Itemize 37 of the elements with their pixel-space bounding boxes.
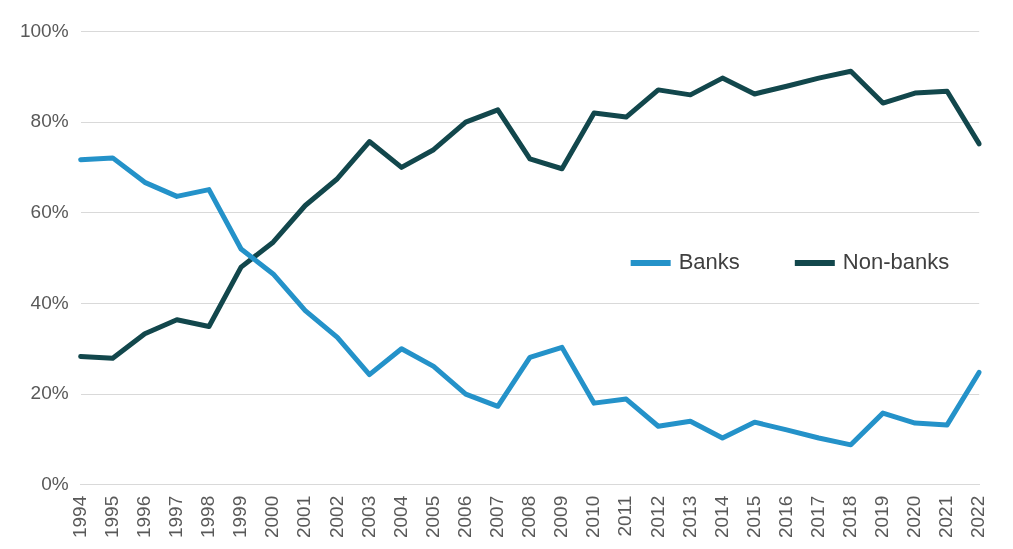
x-tick-label: 2006 [453,495,475,539]
x-tick-label: 1996 [133,495,155,539]
x-tick-label: 2003 [357,495,379,539]
x-tick-label: 2018 [839,495,861,539]
legend-label: Banks [678,249,740,275]
x-tick-label: 2019 [871,495,893,539]
x-tick-label: 2021 [935,495,957,539]
x-tick-label: 2005 [421,495,443,539]
x-tick-label: 2011 [614,495,636,537]
x-tick-label: 1997 [165,495,187,539]
y-tick-label: 20% [30,382,69,404]
x-tick-label: 2016 [774,495,796,539]
legend-label: Non-banks [842,249,950,275]
x-tick-label: 2015 [742,495,764,539]
x-tick-label: 1995 [100,495,122,539]
x-tick-label: 2020 [903,495,925,539]
x-tick-label: 2010 [582,495,604,539]
x-tick-label: 2017 [806,495,828,539]
y-tick-label: 100% [19,19,69,41]
x-tick-label: 2012 [646,495,668,539]
x-tick-label: 2009 [550,495,572,539]
x-tick-label: 2022 [967,495,989,539]
y-tick-label: 60% [30,200,69,222]
x-tick-label: 2000 [261,495,283,539]
y-tick-label: 40% [30,291,69,313]
x-tick-label: 1998 [197,495,219,539]
x-tick-label: 2002 [325,495,347,539]
x-tick-label: 2013 [678,495,700,539]
x-tick-label: 2008 [518,495,540,539]
x-tick-label: 1994 [68,495,90,539]
x-tick-label: 2007 [486,495,508,539]
x-tick-label: 2001 [293,495,315,539]
x-tick-label: 1999 [229,495,251,539]
y-tick-label: 0% [41,472,69,494]
y-tick-label: 80% [30,110,69,132]
x-tick-label: 2004 [389,495,411,539]
x-tick-label: 2014 [710,495,732,539]
